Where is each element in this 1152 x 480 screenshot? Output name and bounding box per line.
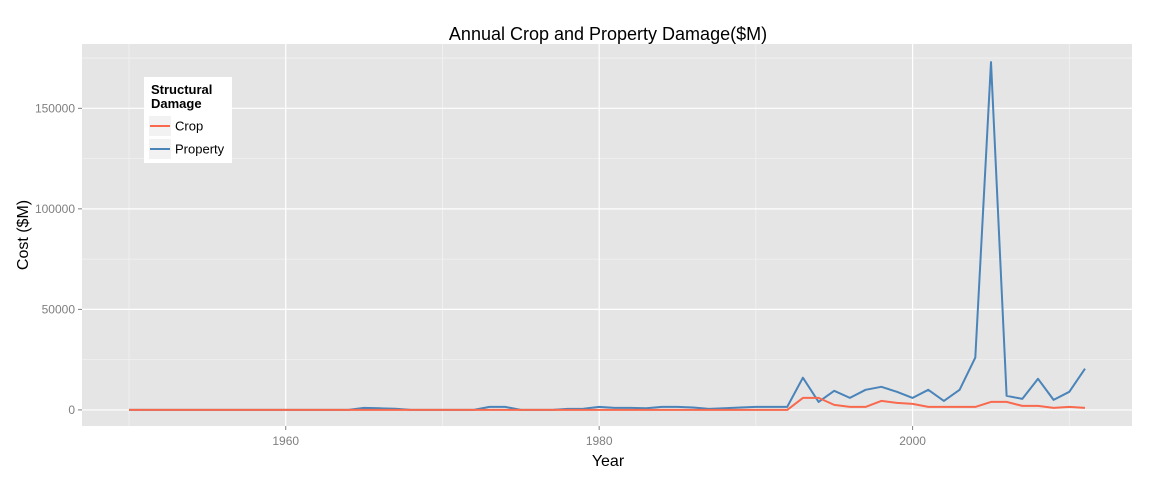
x-tick-label: 1960 (272, 434, 299, 448)
plot-panel (82, 44, 1132, 426)
legend: Structural Damage Crop Property (144, 77, 232, 163)
y-tick-label: 0 (68, 403, 75, 417)
x-tick-label: 1980 (586, 434, 613, 448)
y-tick-label: 150000 (35, 101, 75, 115)
minor-gridlines (82, 44, 1132, 426)
y-tick-label: 50000 (42, 302, 76, 316)
x-axis-ticks: 1960 1980 2000 (272, 426, 926, 448)
x-axis-title: Year (592, 453, 625, 470)
chart-title: Annual Crop and Property Damage($M) (449, 24, 767, 44)
y-axis-title: Cost ($M) (15, 200, 32, 270)
series-line-crop (129, 396, 1086, 411)
legend-label-crop: Crop (175, 119, 203, 134)
y-tick-label: 100000 (35, 202, 75, 216)
legend-title: Structural Damage (151, 82, 212, 111)
series-layer (129, 61, 1086, 411)
x-tick-label: 2000 (899, 434, 926, 448)
y-axis-ticks: 0 50000 100000 150000 (35, 101, 82, 417)
legend-label-property: Property (175, 142, 225, 157)
